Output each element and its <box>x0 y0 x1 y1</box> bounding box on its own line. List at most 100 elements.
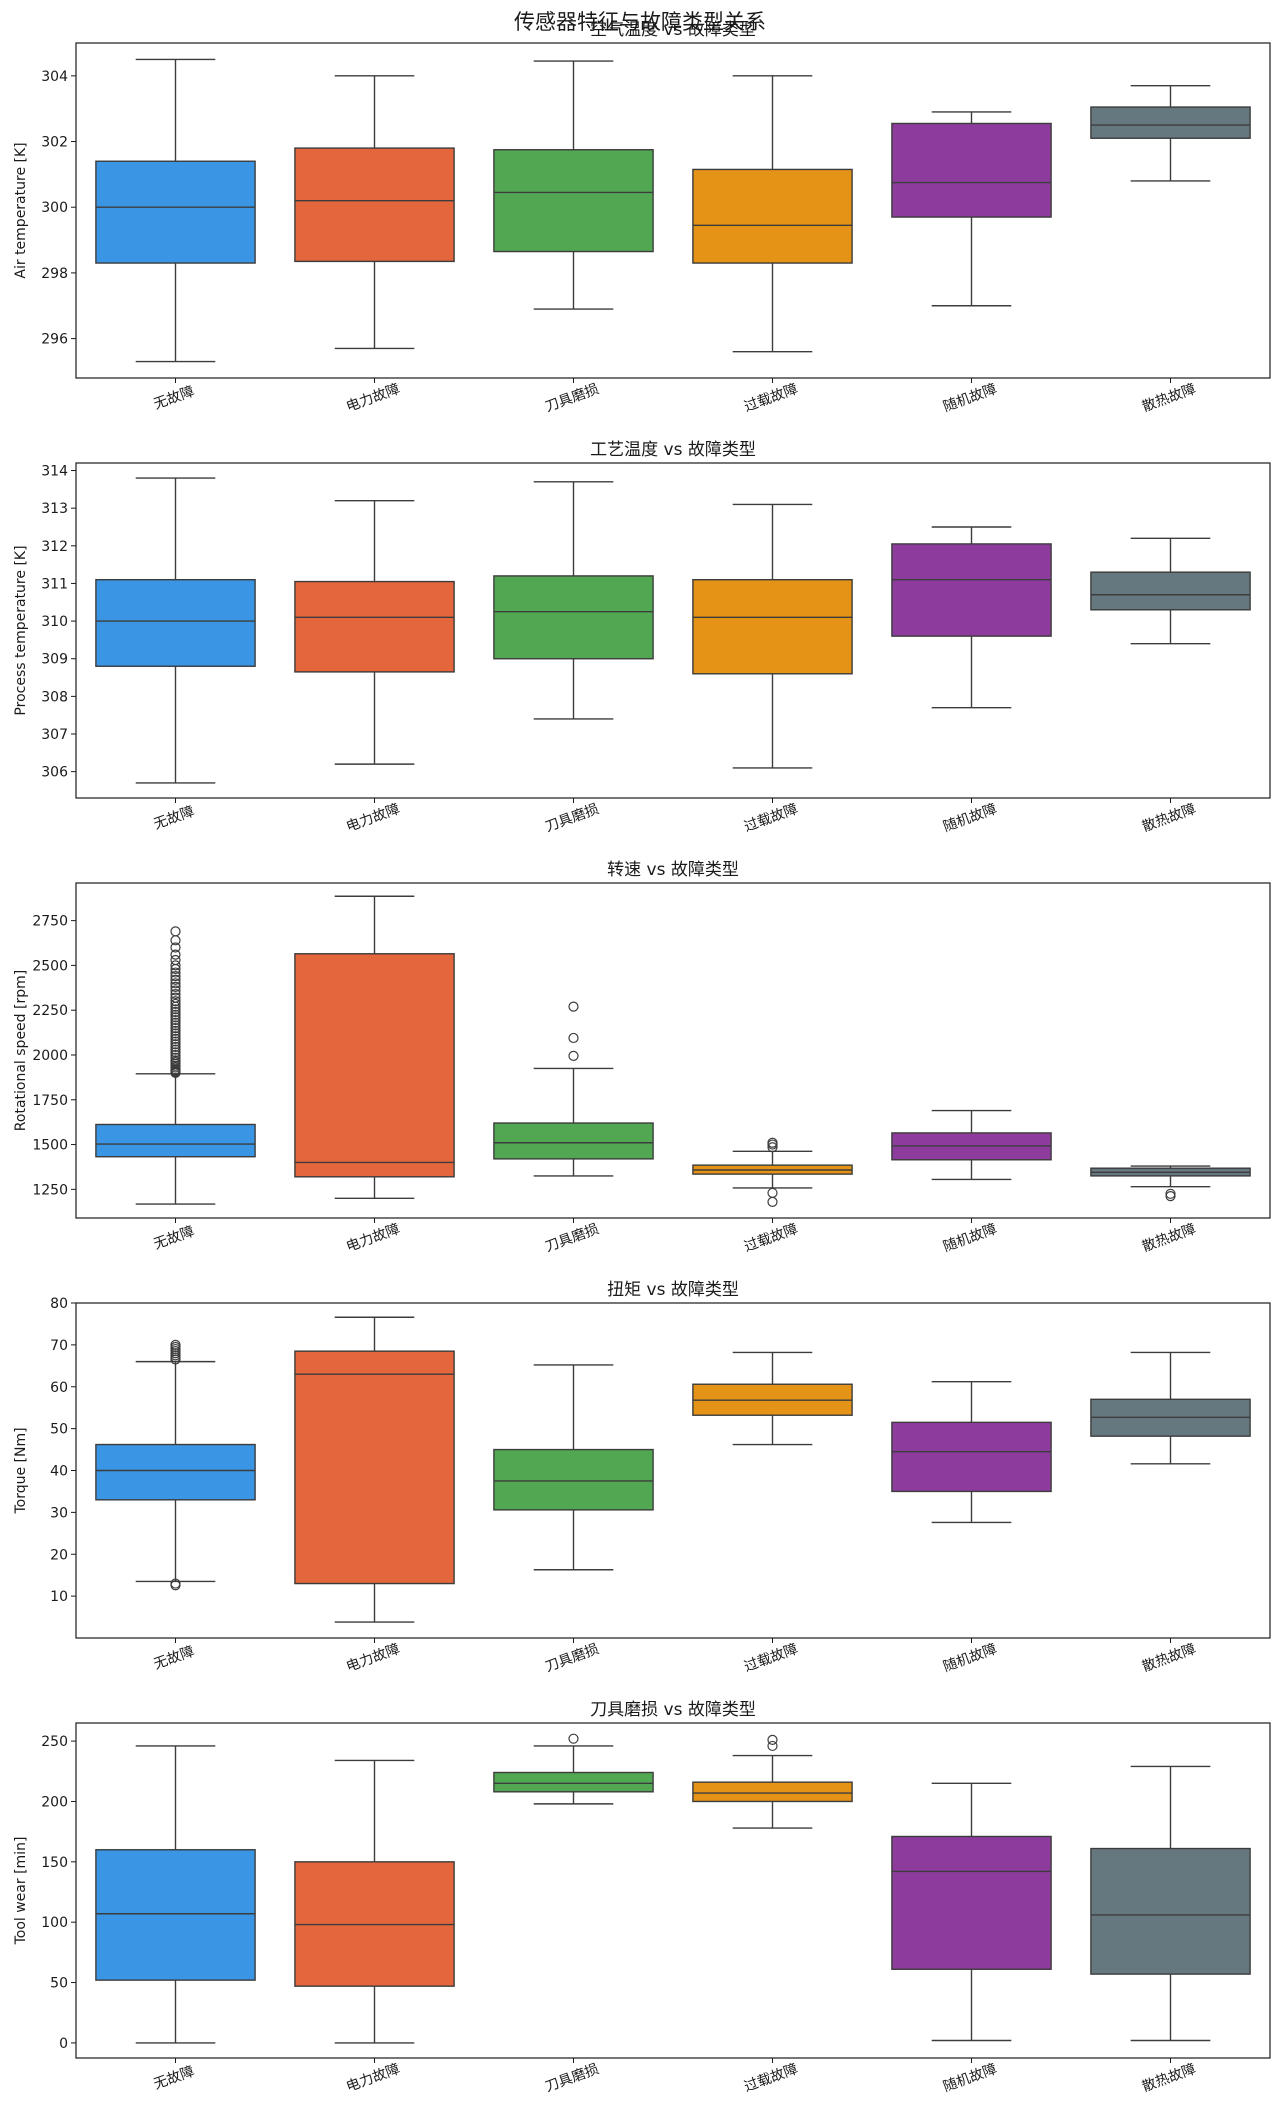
x-tick-label: 电力故障 <box>344 381 402 415</box>
y-tick-label: 250 <box>41 1734 68 1750</box>
chart-title: 转速 vs 故障类型 <box>607 860 739 880</box>
x-tick-label: 无故障 <box>152 2064 197 2093</box>
plot-frame <box>75 1722 1271 2059</box>
outlier-point <box>170 1012 181 1023</box>
x-tick-label: 过载故障 <box>742 801 800 835</box>
chart-panel-2: 工艺温度 vs 故障类型 Process temperature [K] 306 30… <box>13 440 1271 835</box>
box-3 <box>493 1733 654 1805</box>
outlier-point <box>1165 1188 1176 1199</box>
box-body <box>891 1835 1052 1970</box>
y-tick-label: 1750 <box>32 1093 68 1109</box>
box-2 <box>294 499 455 765</box>
plot-frame <box>75 882 1271 1219</box>
box-1 <box>95 1745 256 2044</box>
box-body <box>891 1421 1052 1493</box>
y-tick-label: 10 <box>50 1589 68 1605</box>
y-tick-label: 40 <box>50 1464 68 1480</box>
box-4 <box>692 1351 853 1446</box>
y-tick-label: 312 <box>41 539 68 555</box>
box-4 <box>692 503 853 769</box>
x-tick-label: 刀具磨损 <box>543 1221 601 1255</box>
x-tick-label: 过载故障 <box>742 1221 800 1255</box>
box-body <box>493 575 654 660</box>
outlier-point <box>170 1020 181 1031</box>
x-tick-label: 散热故障 <box>1140 1641 1198 1675</box>
x-tick-label: 过载故障 <box>742 381 800 415</box>
y-tick-label: 2750 <box>32 914 68 930</box>
box-2 <box>294 1316 455 1623</box>
outlier-point <box>170 998 181 1010</box>
outlier-point <box>170 1055 181 1066</box>
outlier-point <box>170 985 181 996</box>
box-6 <box>1090 1765 1251 2042</box>
y-tick-label: 80 <box>50 1296 68 1312</box>
box-body <box>95 578 256 667</box>
y-axis-label: Rotational speed [rpm] <box>13 970 29 1131</box>
x-tick-label: 散热故障 <box>1140 801 1198 835</box>
outlier-point <box>170 942 181 953</box>
outlier-point <box>767 1740 778 1752</box>
outlier-point <box>568 1032 579 1044</box>
outlier-point <box>170 1004 181 1015</box>
y-tick-label: 310 <box>41 614 68 630</box>
x-tick-label: 散热故障 <box>1140 381 1198 415</box>
outlier-point <box>170 992 181 1003</box>
box-5 <box>891 526 1052 709</box>
outlier-point <box>568 1001 579 1012</box>
outlier-point <box>568 1050 579 1061</box>
chart-title: 空气温度 vs 故障类型 <box>590 20 756 40</box>
chart-panel-4: 扭矩 vs 故障类型 Torque [Nm] 10 20 30 40 50 60 70 80 无故障… <box>13 1280 1271 1675</box>
outlier-point <box>170 1014 181 1026</box>
x-tick-label: 随机故障 <box>941 381 999 415</box>
box-3 <box>493 60 654 310</box>
box-body <box>294 953 455 1178</box>
y-tick-label: 2000 <box>32 1048 68 1064</box>
outlier-point <box>767 1196 778 1207</box>
x-tick-label: 无故障 <box>152 1644 197 1673</box>
outlier-point <box>170 1009 181 1020</box>
chart-title: 扭矩 vs 故障类型 <box>607 1280 739 1300</box>
box-body <box>493 1448 654 1511</box>
outlier-point <box>170 1025 181 1036</box>
box-3 <box>493 1364 654 1571</box>
y-tick-label: 70 <box>50 1338 68 1354</box>
outlier-point <box>170 949 181 960</box>
outlier-point <box>170 967 181 978</box>
outlier-point <box>170 1033 181 1044</box>
box-2 <box>294 895 455 1199</box>
outlier-point <box>170 1031 181 1042</box>
box-body <box>294 1350 455 1585</box>
outlier-point <box>170 1028 181 1039</box>
y-tick-label: 60 <box>50 1380 68 1396</box>
box-body <box>95 1443 256 1501</box>
box-1 <box>95 1339 256 1591</box>
outlier-point <box>568 1733 579 1744</box>
outlier-point <box>170 978 181 989</box>
box-2 <box>294 1759 455 2044</box>
y-tick-label: 1250 <box>32 1182 68 1198</box>
y-axis-label: Process temperature [K] <box>13 545 29 715</box>
chart-title: 工艺温度 vs 故障类型 <box>590 440 756 460</box>
box-5 <box>891 111 1052 307</box>
y-tick-label: 20 <box>50 1547 68 1563</box>
y-tick-label: 302 <box>41 135 68 151</box>
box-body <box>493 1122 654 1160</box>
box-body <box>692 578 853 675</box>
chart-panel-5: 刀具磨损 vs 故障类型 Tool wear [min] 0 50 100 150 200 2… <box>13 1700 1271 2095</box>
box-6 <box>1090 1165 1251 1202</box>
y-tick-label: 50 <box>50 1422 68 1438</box>
outlier-point <box>170 988 181 1000</box>
y-tick-label: 304 <box>41 69 68 85</box>
outlier-point <box>170 926 181 937</box>
y-tick-label: 0 <box>59 2036 68 2052</box>
x-tick-label: 刀具磨损 <box>543 801 601 835</box>
outlier-point <box>170 1044 181 1055</box>
outlier-point <box>170 960 181 971</box>
box-4 <box>692 1137 853 1207</box>
box-6 <box>1090 84 1251 182</box>
outlier-point <box>170 1052 181 1063</box>
y-tick-label: 300 <box>41 200 68 216</box>
y-tick-label: 298 <box>41 266 68 282</box>
outlier-point <box>170 1036 181 1047</box>
